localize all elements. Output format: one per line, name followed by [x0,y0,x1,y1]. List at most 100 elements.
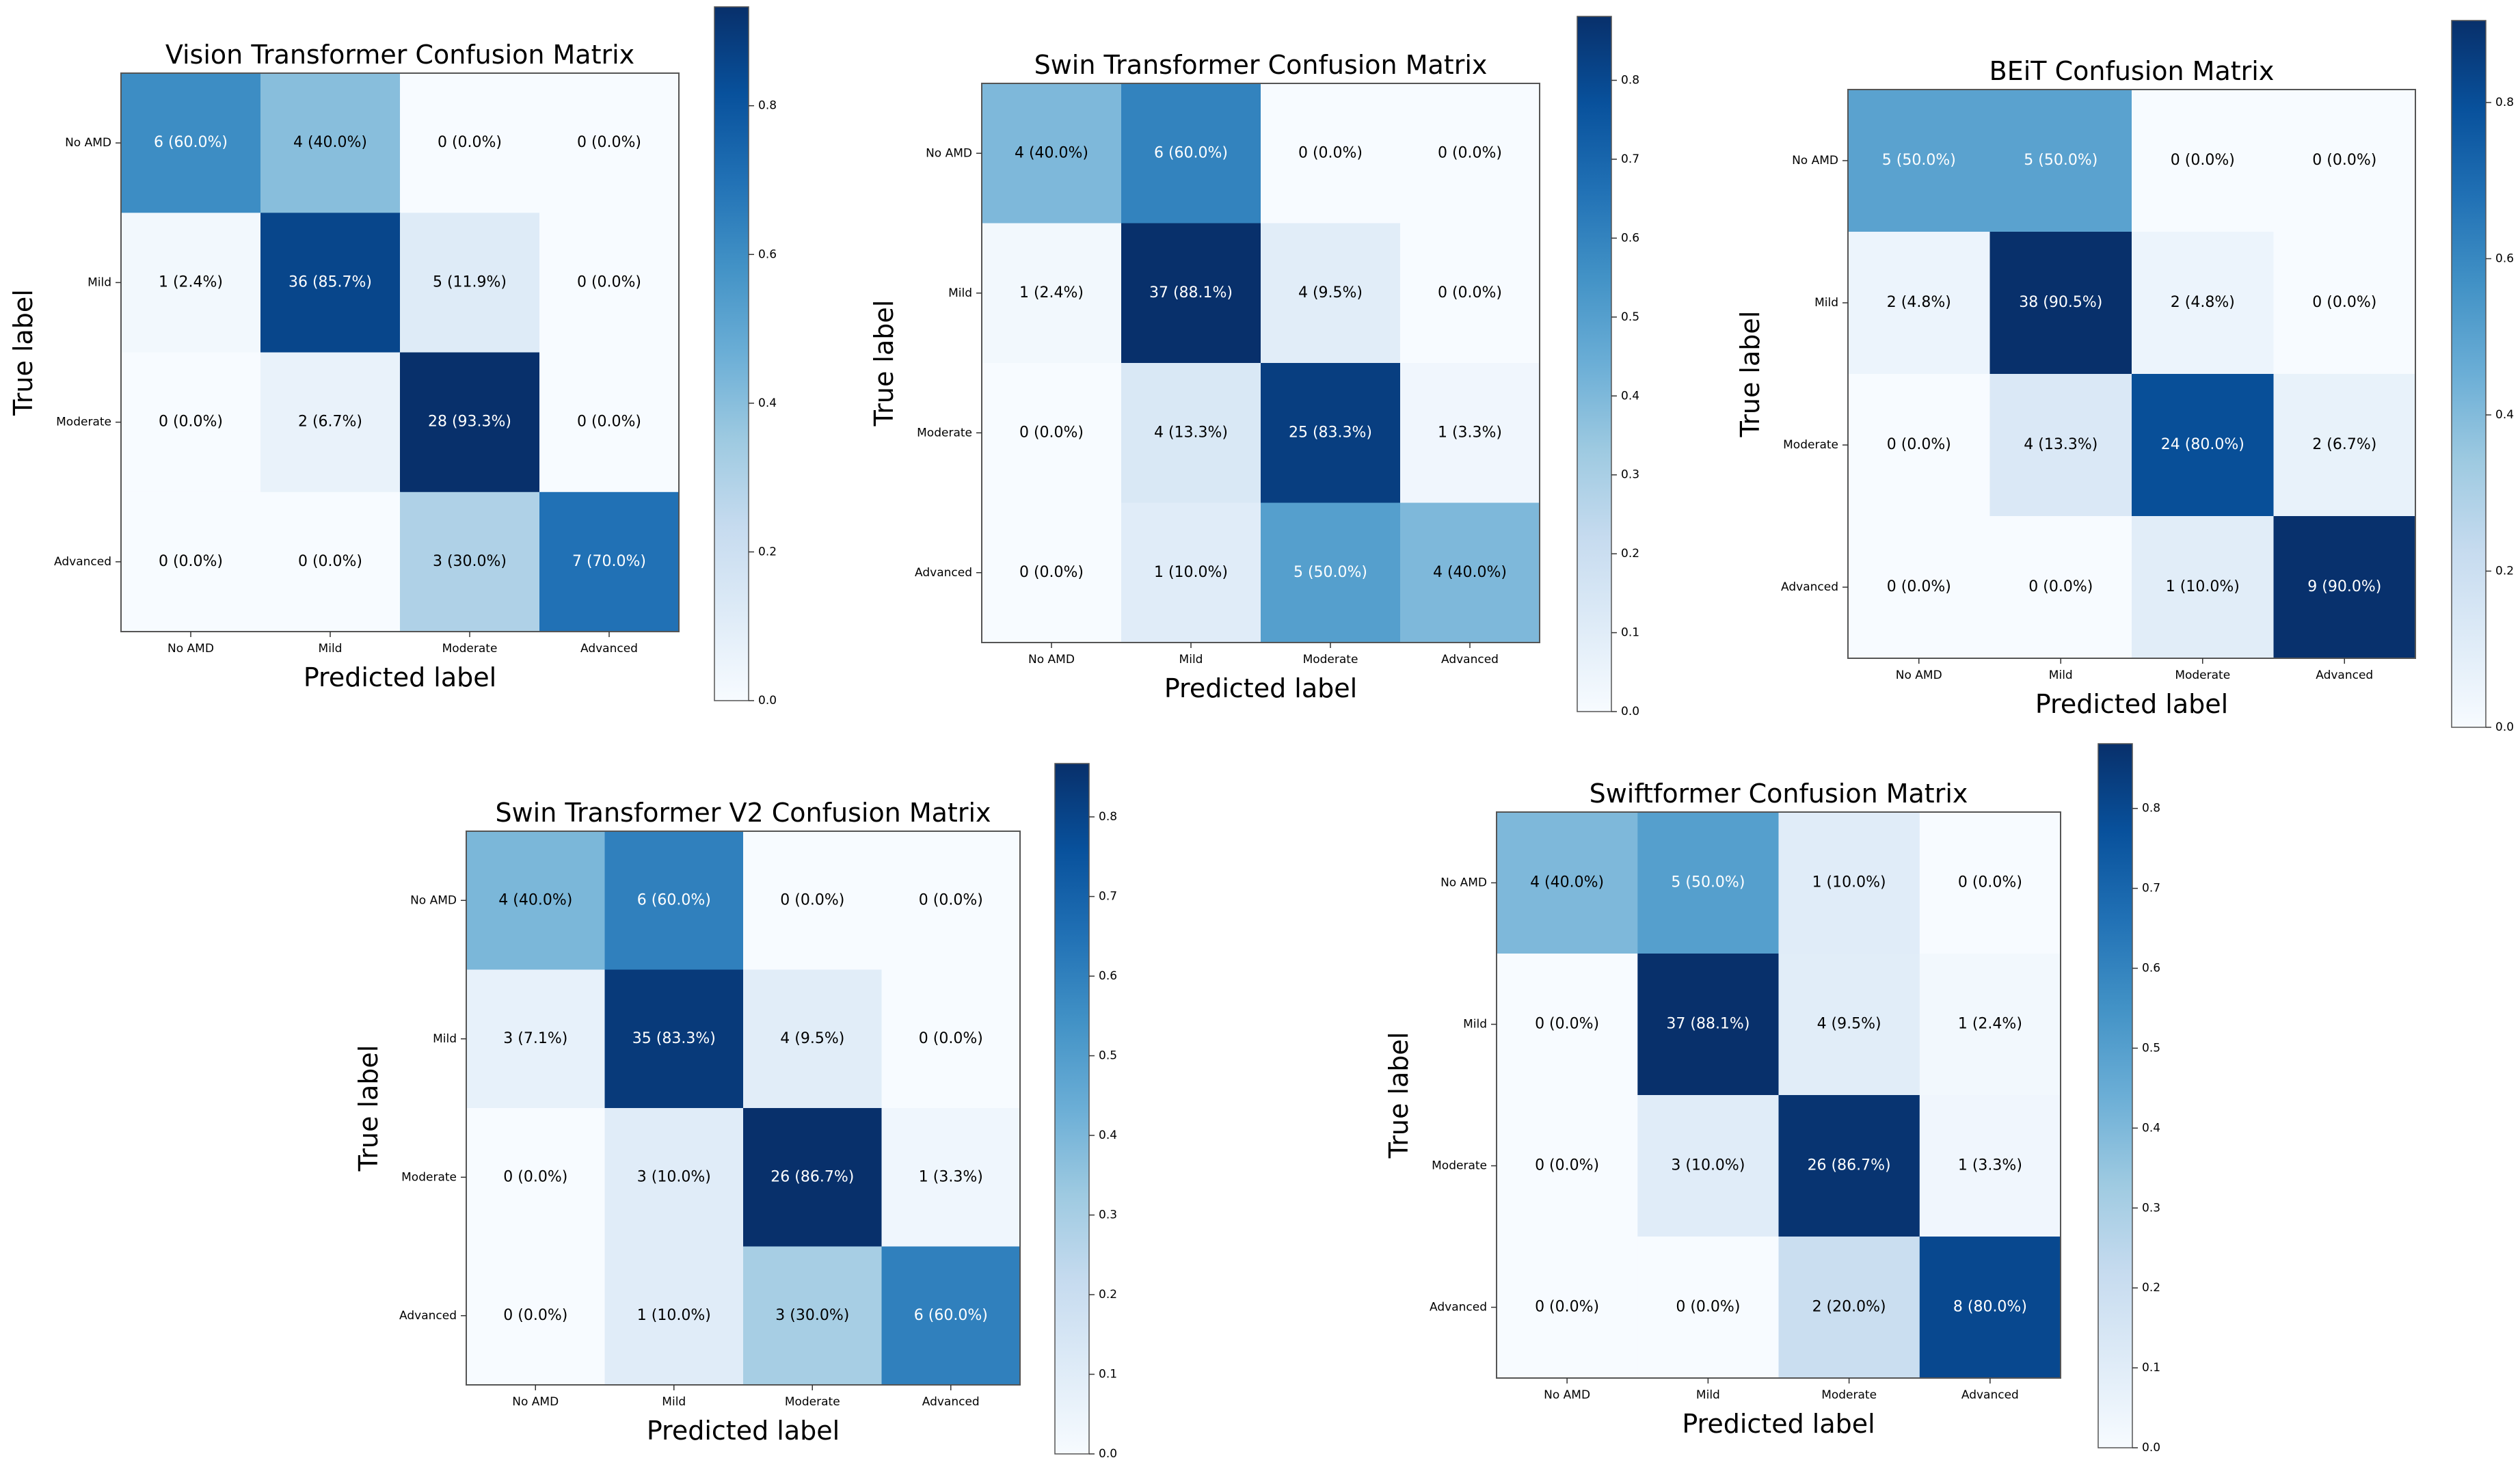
cell-label-r0-c0: 4 (40.0%) [498,891,572,908]
matrix-frame [120,72,680,632]
x-tick-label: Moderate [442,642,498,656]
y-axis-label: True label [1384,1032,1414,1159]
x-tick-label: Mild [319,642,343,656]
colorbar-tick-label: 0.6 [2142,962,2160,975]
matrix-frame [1496,811,2061,1379]
y-tick-label: Mild [1814,296,1838,310]
x-axis-label: Predicted label [304,662,496,692]
chart-title: Vision Transformer Confusion Matrix [165,40,634,70]
y-tick-label: Mild [948,286,972,300]
x-axis-label: Predicted label [2035,689,2228,719]
cell-r1-c3 [1919,954,2061,1096]
cell-r1-c1 [260,213,401,353]
cell-r0-c0 [466,831,606,971]
cell-label-r1-c2: 4 (9.5%) [1817,1016,1881,1033]
y-tick-label: Advanced [1430,1301,1487,1314]
matrix-frame [466,831,1021,1386]
colorbar-tick-label: 0.2 [1621,547,1639,561]
y-tick-label: No AMD [410,893,457,907]
cell-r3-c3 [1919,1237,2061,1379]
cell-r0-c1 [1121,83,1261,224]
cell-label-r2-c0: 0 (0.0%) [159,414,223,431]
x-tick-label: No AMD [512,1395,559,1409]
y-tick-label: Mild [1463,1018,1487,1031]
chart-title: Swiftformer Confusion Matrix [1590,779,1968,809]
cell-r2-c1 [260,352,401,493]
y-tick-label: No AMD [65,136,111,150]
cell-label-r0-c0: 5 (50.0%) [1882,152,1956,169]
cell-label-r0-c1: 5 (50.0%) [1671,874,1745,891]
x-axis-label: Predicted label [1164,673,1357,703]
colorbar-tick-label: 0.1 [1099,1368,1117,1381]
cell-label-r3-c1: 1 (10.0%) [637,1307,711,1324]
cell-label-r3-c0: 0 (0.0%) [1887,578,1951,595]
cell-r3-c1 [604,1246,744,1386]
cell-label-r2-c0: 0 (0.0%) [1019,424,1084,441]
cell-r0-c1 [1989,90,2132,232]
cell-r1-c3 [1400,223,1540,364]
cell-r3-c1 [1637,1237,1780,1379]
confusion-matrix-5: 4 (40.0%) 5 (50.0%) 1 (10.0%) 0 (0.0%) 0 (0.… [1384,743,2160,1455]
cell-r3-c0 [982,502,1122,643]
cell-label-r2-c0: 0 (0.0%) [1535,1157,1599,1174]
cell-r2-c2 [1778,1095,1920,1237]
cell-r0-c0 [982,83,1122,224]
cell-r1-c0 [982,223,1122,364]
confusion-matrix-3: 5 (50.0%) 5 (50.0%) 0 (0.0%) 0 (0.0%) 2 (4.8… [1735,20,2514,734]
cell-label-r2-c2: 28 (93.3%) [428,414,511,431]
cell-label-r2-c1: 3 (10.0%) [637,1168,711,1185]
colorbar-tick-label: 0.4 [2495,408,2514,422]
y-tick-label: Mild [433,1032,457,1046]
x-tick-label: Moderate [785,1395,840,1409]
cell-r2-c2 [2132,374,2275,517]
cell-label-r3-c2: 3 (30.0%) [775,1307,849,1324]
colorbar-tick-label: 0.2 [758,545,777,558]
cell-label-r3-c1: 0 (0.0%) [1676,1299,1740,1316]
colorbar-gradient [1054,763,1090,1455]
x-tick-label: Advanced [1961,1388,2019,1402]
cell-r2-c2 [400,352,540,493]
cell-label-r3-c2: 3 (30.0%) [433,553,507,570]
cell-label-r2-c0: 0 (0.0%) [503,1168,567,1185]
colorbar-tick-label: 0.4 [2142,1121,2160,1135]
cell-label-r1-c0: 2 (4.8%) [1887,294,1951,311]
y-tick-label: Moderate [56,416,111,429]
chart-title: Swin Transformer V2 Confusion Matrix [495,798,991,828]
cell-label-r2-c2: 26 (86.7%) [770,1168,854,1185]
colorbar-tick-label: 0.3 [1621,468,1639,482]
cell-r3-c3 [1400,502,1540,643]
cell-r0-c2 [2132,90,2275,232]
x-axis-label: Predicted label [647,1416,840,1446]
y-axis-label: True label [353,1045,384,1172]
colorbar-tick-label: 0.1 [2142,1361,2160,1375]
colorbar: 0.0 0.1 0.2 0.3 0.4 0.5 0.6 0.7 0.8 [1577,16,1639,718]
cell-label-r2-c1: 3 (10.0%) [1671,1157,1745,1174]
y-tick-label: Moderate [1783,438,1838,452]
colorbar-tick-label: 0.3 [2142,1201,2160,1215]
cell-label-r0-c1: 6 (60.0%) [1154,144,1228,161]
cell-label-r3-c3: 9 (90.0%) [2307,578,2381,595]
cell-r0-c2 [743,831,883,971]
cell-r2-c3 [881,1108,1021,1247]
cell-r1-c2 [743,969,883,1109]
x-tick-label: No AMD [1544,1388,1590,1402]
colorbar-tick-label: 0.0 [2495,720,2514,734]
cell-label-r1-c1: 37 (88.1%) [1149,284,1233,301]
x-tick-label: Advanced [2316,669,2373,682]
colorbar-tick-label: 0.3 [1099,1209,1117,1222]
cell-label-r0-c0: 6 (60.0%) [154,134,228,151]
cell-label-r1-c3: 0 (0.0%) [577,273,641,291]
cell-r0-c1 [604,831,744,971]
cell-r1-c3 [539,213,680,353]
cell-label-r2-c0: 0 (0.0%) [1887,436,1951,453]
cell-label-r1-c2: 4 (9.5%) [780,1030,844,1047]
cell-r1-c2 [1261,223,1401,364]
colorbar-gradient [714,6,749,701]
cell-label-r0-c3: 0 (0.0%) [2312,152,2376,169]
colorbar-tick-label: 0.5 [1621,310,1639,324]
cell-r1-c2 [400,213,540,353]
cell-label-r0-c2: 0 (0.0%) [1298,144,1363,161]
cell-r0-c0 [121,73,261,213]
cell-r1-c0 [466,969,606,1109]
cell-label-r0-c3: 0 (0.0%) [577,134,641,151]
